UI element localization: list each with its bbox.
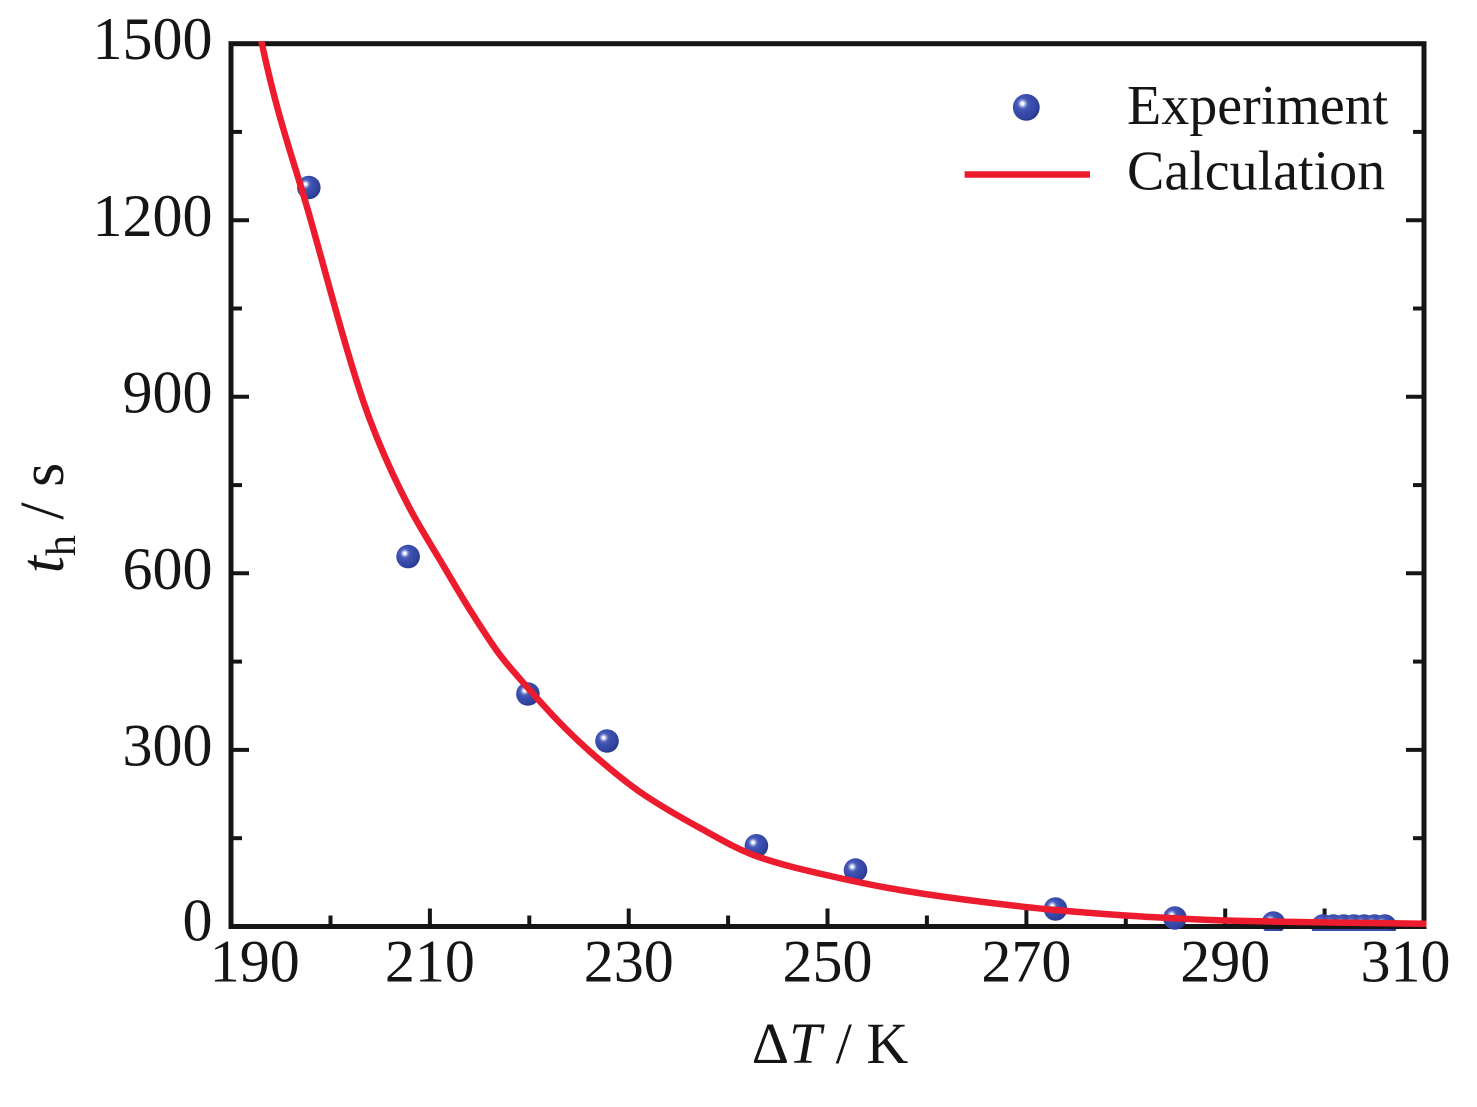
svg-text:0: 0	[183, 888, 213, 954]
svg-text:310: 310	[1361, 929, 1451, 995]
svg-text:210: 210	[385, 929, 475, 995]
svg-text:900: 900	[123, 359, 213, 425]
svg-text:1200: 1200	[93, 183, 213, 249]
svg-text:1500: 1500	[93, 6, 213, 72]
svg-text:Calculation: Calculation	[1127, 141, 1385, 203]
svg-text:190: 190	[210, 929, 300, 995]
svg-text:230: 230	[584, 929, 674, 995]
svg-text:290: 290	[1180, 929, 1270, 995]
svg-text:ΔT / K: ΔT / K	[752, 1011, 909, 1076]
svg-text:600: 600	[123, 536, 213, 602]
svg-text:250: 250	[783, 929, 873, 995]
svg-text:Experiment: Experiment	[1127, 75, 1389, 137]
svg-text:300: 300	[123, 712, 213, 778]
svg-text:th / s: th / s	[9, 463, 85, 574]
svg-text:270: 270	[981, 929, 1071, 995]
